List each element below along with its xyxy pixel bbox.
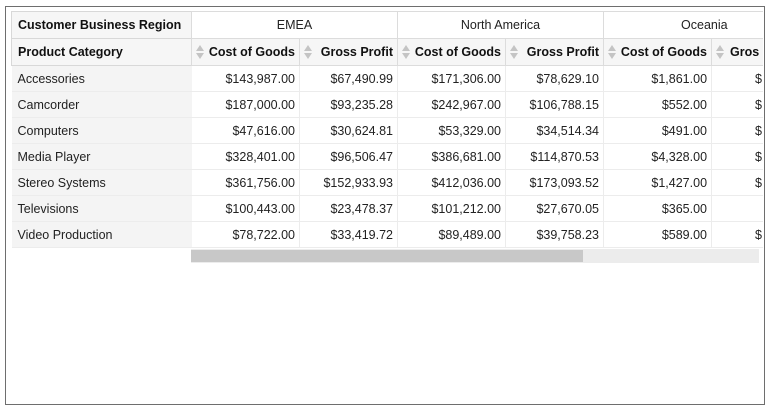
row-header[interactable]: Camcorder [11, 91, 192, 118]
table-cell[interactable]: $ [711, 117, 763, 144]
row-header[interactable]: Video Production [11, 221, 192, 248]
column-header-gross-profit[interactable]: Gross Profit [299, 38, 398, 66]
sort-icon[interactable] [510, 45, 518, 59]
table-cell[interactable] [711, 195, 763, 222]
table-cell[interactable]: $4,328.00 [603, 143, 713, 170]
region-header-emea: EMEA [191, 11, 398, 39]
row-header-pane: Customer Business Region Product Categor… [11, 11, 192, 248]
table-cell[interactable]: $328,401.00 [191, 143, 300, 170]
pivot-table: Customer Business Region Product Categor… [11, 11, 763, 251]
sort-icon[interactable] [608, 45, 617, 59]
table-cell[interactable]: $386,681.00 [397, 143, 506, 170]
table-row: $328,401.00 $96,506.47 $386,681.00 $114,870… [191, 143, 763, 170]
table-cell[interactable]: $89,489.00 [397, 221, 506, 248]
row-header[interactable]: Accessories [11, 65, 192, 92]
table-cell[interactable]: $552.00 [603, 91, 713, 118]
column-header-cost-of-goods[interactable]: Cost of Goods [603, 38, 713, 66]
table-cell[interactable]: $ [711, 221, 763, 248]
sort-icon[interactable] [304, 45, 312, 59]
table-cell[interactable]: $23,478.37 [299, 195, 398, 222]
pivot-table-panel: Customer Business Region Product Categor… [5, 6, 765, 405]
table-cell[interactable]: $152,933.93 [299, 169, 398, 196]
table-cell[interactable]: $78,629.10 [505, 65, 605, 92]
table-cell[interactable]: $491.00 [603, 117, 713, 144]
table-cell[interactable]: $78,722.00 [191, 221, 300, 248]
table-cell[interactable]: $242,967.00 [397, 91, 506, 118]
table-cell[interactable]: $47,616.00 [191, 117, 300, 144]
table-cell[interactable]: $96,506.47 [299, 143, 398, 170]
column-header-gross-profit[interactable]: Gros [711, 38, 763, 66]
table-cell[interactable]: $ [711, 169, 763, 196]
column-header-gross-profit[interactable]: Gross Profit [504, 38, 605, 66]
table-cell[interactable]: $39,758.23 [505, 221, 605, 248]
table-cell[interactable]: $365.00 [603, 195, 713, 222]
table-row: $187,000.00 $93,235.28 $242,967.00 $106,788… [191, 91, 763, 118]
scrollbar-thumb[interactable] [191, 250, 583, 262]
table-cell[interactable]: $361,756.00 [191, 169, 300, 196]
table-cell[interactable]: $1 [711, 143, 763, 170]
table-cell[interactable]: $143,987.00 [191, 65, 300, 92]
sort-icon[interactable] [196, 45, 204, 59]
table-row: $143,987.00 $67,490.99 $171,306.00 $78,629.… [191, 65, 763, 92]
table-row: $78,722.00 $33,419.72 $89,489.00 $39,758.23… [191, 221, 763, 248]
table-cell[interactable]: $114,870.53 [505, 143, 605, 170]
column-dimension-label: Customer Business Region [11, 11, 192, 39]
data-pane[interactable]: EMEA North America Oceania Cost of Goods… [191, 11, 763, 251]
row-header[interactable]: Televisions [11, 195, 192, 222]
table-cell[interactable]: $93,235.28 [299, 91, 398, 118]
table-cell[interactable]: $30,624.81 [299, 117, 398, 144]
region-header-north-america: North America [396, 11, 605, 39]
table-row: $47,616.00 $30,624.81 $53,329.00 $34,514.34… [191, 117, 763, 144]
table-cell[interactable]: $101,212.00 [397, 195, 506, 222]
table-row: $100,443.00 $23,478.37 $101,212.00 $27,670.… [191, 195, 763, 222]
table-cell[interactable]: $100,443.00 [191, 195, 300, 222]
table-cell[interactable]: $33,419.72 [299, 221, 398, 248]
table-cell[interactable]: $1,427.00 [603, 169, 713, 196]
sort-icon[interactable] [402, 45, 410, 59]
table-cell[interactable]: $27,670.05 [505, 195, 605, 222]
column-header-cost-of-goods[interactable]: Cost of Goods [397, 38, 506, 66]
table-cell[interactable]: $53,329.00 [397, 117, 506, 144]
horizontal-scrollbar[interactable] [191, 249, 759, 263]
table-cell[interactable]: $67,490.99 [299, 65, 398, 92]
table-cell[interactable]: $106,788.15 [505, 91, 605, 118]
table-row: $361,756.00 $152,933.93 $412,036.00 $173,09… [191, 169, 763, 196]
table-cell[interactable]: $412,036.00 [397, 169, 506, 196]
table-cell[interactable]: $ [711, 65, 763, 92]
table-cell[interactable]: $171,306.00 [397, 65, 506, 92]
table-cell[interactable]: $ [711, 91, 763, 118]
row-header[interactable]: Computers [11, 117, 192, 144]
row-dimension-label[interactable]: Product Category [11, 38, 192, 66]
sort-icon[interactable] [716, 45, 725, 59]
table-cell[interactable]: $187,000.00 [191, 91, 300, 118]
table-cell[interactable]: $1,861.00 [603, 65, 713, 92]
table-cell[interactable]: $34,514.34 [505, 117, 605, 144]
column-header-cost-of-goods[interactable]: Cost of Goods [191, 38, 300, 66]
row-header[interactable]: Media Player [11, 143, 192, 170]
region-header-oceania: Oceania [603, 11, 763, 39]
table-cell[interactable]: $173,093.52 [505, 169, 605, 196]
table-cell[interactable]: $589.00 [603, 221, 713, 248]
row-header[interactable]: Stereo Systems [11, 169, 192, 196]
